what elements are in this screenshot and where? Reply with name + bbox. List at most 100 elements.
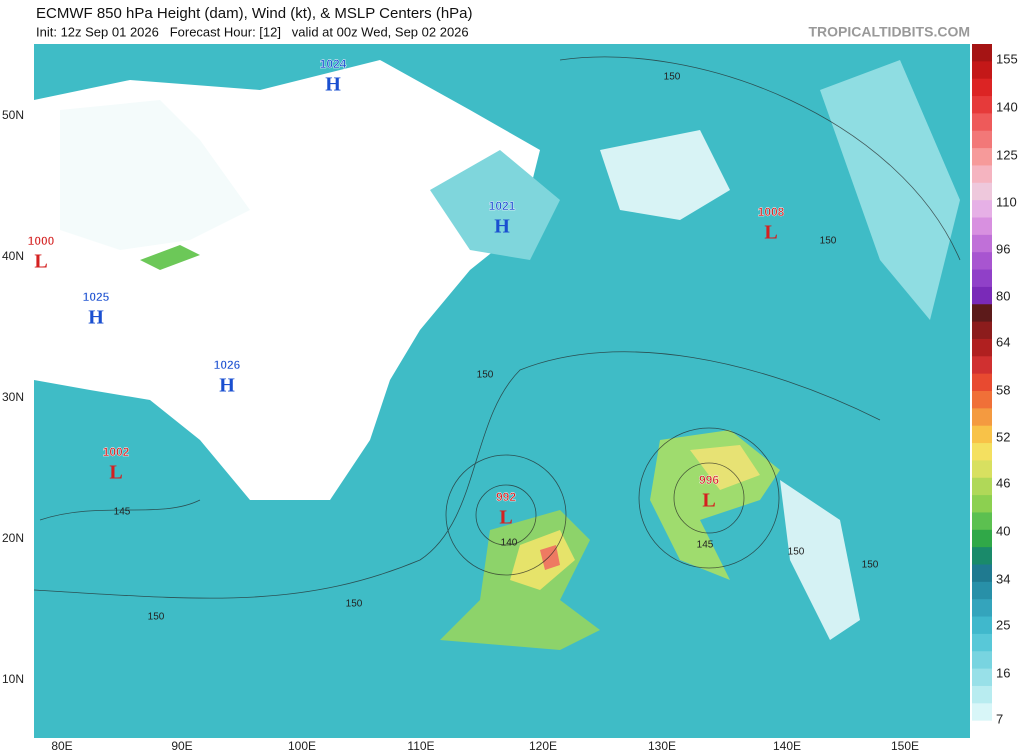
colorbar-label: 155 [996, 51, 1018, 66]
contour-label: 145 [697, 540, 714, 551]
colorbar-swatch [972, 425, 992, 444]
contour-label: 150 [862, 560, 879, 571]
colorbar-swatch [972, 720, 992, 739]
contour-label: 150 [820, 236, 837, 247]
center-letter: H [219, 375, 235, 397]
colorbar-swatch [972, 408, 992, 427]
colorbar-swatch [972, 685, 992, 704]
longitude-label: 150E [891, 739, 919, 753]
colorbar-swatch [972, 96, 992, 114]
colorbar-swatch [972, 477, 992, 496]
colorbar-swatch [972, 512, 992, 531]
colorbar-label: 46 [996, 475, 1010, 490]
longitude-label: 90E [171, 739, 192, 753]
site: TROPICALTIDBITS.COM [808, 24, 970, 40]
colorbar-label: 34 [996, 571, 1010, 586]
colorbar-swatch [972, 391, 992, 409]
colorbar-swatch [972, 113, 992, 132]
colorbar-swatch [972, 668, 992, 687]
colorbar-swatch [972, 564, 992, 583]
subtitle: Init: 12z Sep 01 2026 Forecast Hour: [12… [36, 24, 469, 39]
colorbar-swatch [972, 78, 992, 97]
latitude-label: 10N [2, 672, 24, 686]
colorbar-label: 25 [996, 617, 1010, 632]
colorbar-bg [992, 44, 1024, 738]
colorbar: 155 140 125 110 96 80 64 58 52 46 40 34 25 16 7 [972, 44, 1024, 739]
colorbar-swatch [972, 338, 992, 357]
longitude-label: 140E [773, 739, 801, 753]
colorbar-swatch [972, 460, 992, 479]
colorbar-swatch [972, 148, 992, 166]
latitude-label: 30N [2, 390, 24, 404]
center-letter: L [764, 222, 777, 244]
latitude-label: 40N [2, 249, 24, 263]
colorbar-swatch [972, 443, 992, 461]
colorbar-label: 58 [996, 382, 1010, 397]
contour-label: 150 [346, 599, 363, 610]
colorbar-label: 80 [996, 288, 1010, 303]
center-letter: H [494, 216, 510, 238]
map [33, 44, 970, 738]
colorbar-swatch [972, 130, 992, 149]
colorbar-swatch [972, 373, 992, 392]
center-value: 1024 [320, 57, 347, 71]
center-letter: L [499, 507, 512, 529]
center-value: 992 [496, 490, 516, 504]
colorbar-label: 110 [996, 194, 1017, 209]
contour-label: 150 [148, 612, 165, 623]
center-letter: L [109, 462, 122, 484]
colorbar-swatch [972, 495, 992, 513]
colorbar-swatch [972, 651, 992, 670]
colorbar-label: 16 [996, 665, 1010, 680]
colorbar-label: 96 [996, 241, 1010, 256]
colorbar-label: 64 [996, 334, 1010, 349]
longitude-label: 110E [407, 739, 434, 753]
center-value: 1026 [214, 358, 241, 372]
center-letter: H [325, 74, 341, 96]
colorbar-swatch [972, 547, 992, 565]
center-value: 1008 [758, 205, 785, 219]
longitude-label: 130E [648, 739, 676, 753]
colorbar-swatch [972, 581, 992, 600]
colorbar-label: 7 [996, 711, 1003, 726]
center-value: 996 [699, 473, 719, 487]
colorbar-label: 125 [996, 147, 1018, 162]
contour-label: 150 [477, 370, 494, 381]
center-value: 1021 [489, 199, 516, 213]
center-letter: L [702, 490, 715, 512]
colorbar-swatch [972, 61, 992, 80]
colorbar-swatch [972, 234, 992, 253]
colorbar-swatch [972, 599, 992, 618]
center-value: 1002 [103, 445, 130, 459]
colorbar-swatch [972, 529, 992, 548]
colorbar-swatch [972, 200, 992, 218]
colorbar-label: 140 [996, 99, 1018, 114]
colorbar-swatch [972, 269, 992, 288]
colorbar-swatch [972, 703, 992, 722]
contour-label: 145 [114, 507, 131, 518]
latitude-label: 20N [2, 531, 24, 545]
contour-label: 140 [501, 538, 518, 549]
colorbar-swatch [972, 217, 992, 236]
latitude-label: 50N [2, 108, 24, 122]
colorbar-label: 52 [996, 429, 1010, 444]
colorbar-label: 40 [996, 523, 1010, 538]
colorbar-swatch [972, 182, 992, 201]
longitude-label: 120E [529, 739, 557, 753]
colorbar-swatch [972, 286, 992, 305]
colorbar-swatch [972, 165, 992, 184]
longitude-label: 100E [288, 739, 316, 753]
title: ECMWF 850 hPa Height (dam), Wind (kt), &… [36, 5, 473, 22]
colorbar-swatch [972, 252, 992, 271]
center-value: 1000 [28, 234, 55, 248]
colorbar-swatch [972, 616, 992, 635]
colorbar-swatch [972, 304, 992, 323]
center-letter: L [34, 251, 47, 273]
colorbar-swatch [972, 356, 992, 375]
contour-label: 150 [664, 72, 681, 83]
colorbar-swatch [972, 633, 992, 652]
center-value: 1025 [83, 290, 110, 304]
contour-label: 150 [788, 547, 805, 558]
colorbar-swatch [972, 321, 992, 340]
